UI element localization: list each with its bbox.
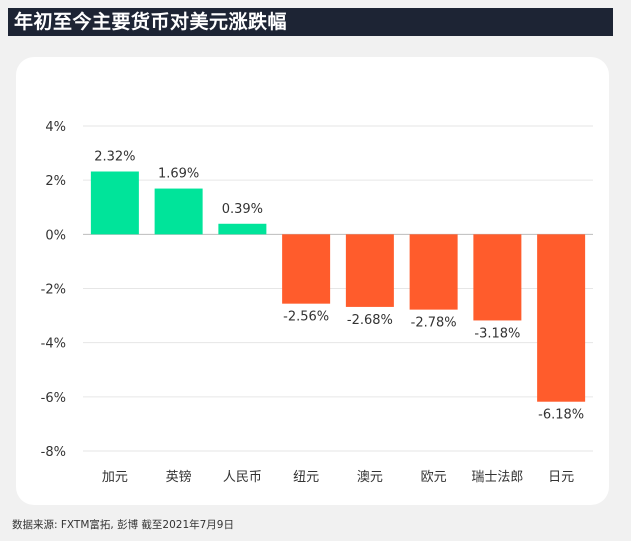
y-tick-label: 0% [45,228,66,243]
x-tick-label: 日元 [548,470,574,485]
chart-card: 4% 2% 0% -2% -4% -6% -8% 2.32% 加元 1.69% 英镑 0.39% 人民币… [16,57,609,505]
data-label: 0.39% [222,202,263,217]
data-label: 1.69% [158,167,199,182]
bar [282,234,331,304]
y-tick-label: 2% [45,174,66,189]
source-note: 数据来源: FXTM富拓, 彭博 截至2021年7月9日 [12,519,234,531]
bar [409,234,458,310]
bar [218,223,267,235]
data-label: -3.18% [474,326,520,341]
data-label: -2.78% [411,316,457,331]
x-tick-label: 瑞士法郎 [471,470,523,485]
page-title: 年初至今主要货币对美元涨跌幅 [8,8,613,36]
bar [154,188,203,235]
bar [345,234,394,307]
data-label: -6.18% [538,408,584,423]
data-label: -2.56% [283,310,329,325]
data-label: -2.68% [347,313,393,328]
data-label: 2.32% [94,150,135,165]
bar-chart: 4% 2% 0% -2% -4% -6% -8% 2.32% 加元 1.69% 英镑 0.39% 人民币… [41,120,593,485]
y-tick-label: -2% [41,283,66,298]
bar [537,234,586,402]
x-tick-label: 欧元 [421,470,447,485]
y-tick-label: -8% [41,445,66,460]
x-tick-label: 纽元 [293,470,319,485]
x-tick-label: 加元 [102,470,128,485]
y-tick-label: 4% [45,120,66,135]
x-tick-label: 英镑 [166,469,192,485]
y-tick-label: -4% [41,337,66,352]
y-tick-label: -6% [41,391,66,406]
x-tick-label: 人民币 [223,470,262,485]
bar [473,234,522,321]
x-tick-label: 澳元 [357,469,383,485]
bar [90,171,139,235]
